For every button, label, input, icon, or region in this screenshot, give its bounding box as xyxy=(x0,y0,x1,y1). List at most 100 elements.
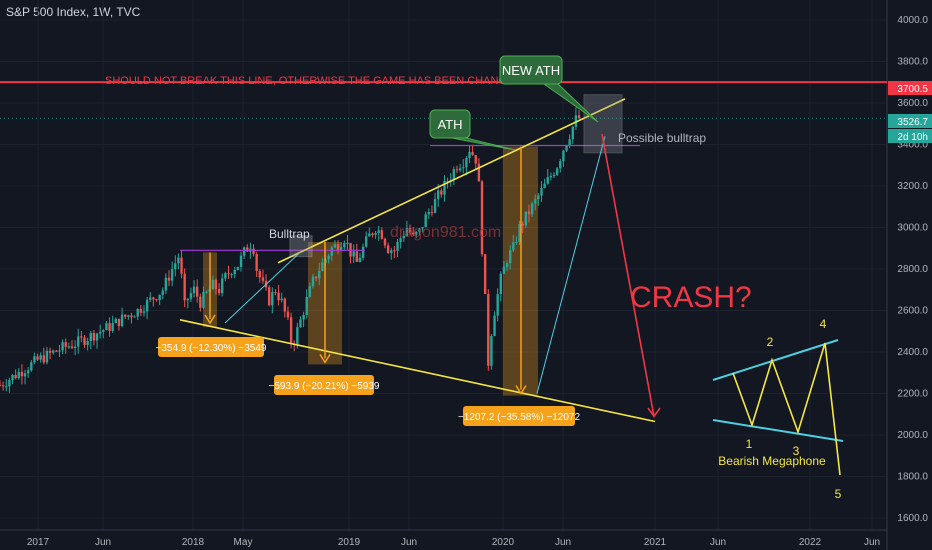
candle-body xyxy=(170,269,174,281)
bulltrap-box xyxy=(289,235,313,258)
candle-body xyxy=(199,296,202,308)
candle-body xyxy=(246,247,249,252)
candle-body xyxy=(286,311,290,318)
candle-body xyxy=(577,115,581,119)
candle-body xyxy=(239,255,243,267)
candle-body xyxy=(224,273,227,279)
candle-body xyxy=(152,297,155,300)
candle-body xyxy=(48,350,52,353)
price-tag-bg xyxy=(888,114,932,128)
candle-body xyxy=(0,385,2,387)
candle-body xyxy=(64,342,67,347)
possible-bulltrap-label: Possible bulltrap xyxy=(618,131,706,145)
candle-body xyxy=(164,277,168,291)
candle-body xyxy=(127,315,130,317)
candle-body xyxy=(95,333,99,341)
candle-body xyxy=(474,155,477,164)
candle-body xyxy=(114,318,118,324)
candle-body xyxy=(365,236,368,247)
wave-label-2: 2 xyxy=(767,335,774,349)
new-ath-callout-pointer xyxy=(543,83,599,123)
candle-body xyxy=(490,335,493,366)
ath-callout-pointer xyxy=(451,137,516,151)
price-tag: 3700.5 xyxy=(897,84,928,95)
candle-body xyxy=(11,374,14,381)
x-tick-label: 2022 xyxy=(799,537,822,548)
x-tick-label: 2017 xyxy=(27,537,50,548)
candle-body xyxy=(133,316,136,318)
candle-body xyxy=(465,158,468,168)
candle-body xyxy=(33,356,36,363)
drawdown-label-3: −1207.2 (−35.58%) −12072 xyxy=(458,412,580,423)
candle-body xyxy=(305,296,308,315)
candle-body xyxy=(458,168,462,171)
candle-body xyxy=(333,244,337,248)
candle-body xyxy=(5,386,8,388)
x-tick-label: May xyxy=(234,537,253,548)
candle-body xyxy=(543,183,546,189)
candle-body xyxy=(524,211,528,226)
candle-body xyxy=(192,286,196,294)
y-tick-label: 3200.0 xyxy=(897,181,928,192)
candle-body xyxy=(167,277,171,281)
watermark: dragon981.com xyxy=(390,224,501,241)
candle-body xyxy=(23,373,27,377)
candle-body xyxy=(67,346,71,348)
candle-body xyxy=(86,341,89,345)
candle-body xyxy=(92,332,96,341)
candle-body xyxy=(521,223,524,226)
candle-body xyxy=(518,223,521,242)
bulltrap-label: Bulltrap xyxy=(269,227,310,241)
candle-body xyxy=(252,248,255,255)
candle-body xyxy=(26,370,30,374)
candle-body xyxy=(14,374,17,379)
candle-body xyxy=(352,251,355,257)
x-tick-label: Jun xyxy=(555,537,571,548)
candle-body xyxy=(355,251,359,262)
candle-body xyxy=(339,247,343,251)
y-tick-label: 2000.0 xyxy=(897,430,928,441)
candle-body xyxy=(455,169,459,171)
candle-body xyxy=(443,180,446,195)
candle-body xyxy=(386,245,390,254)
candle-body xyxy=(430,211,434,213)
candle-body xyxy=(336,244,340,251)
x-tick-label: Jun xyxy=(710,537,726,548)
candle-body xyxy=(408,227,412,233)
candle-body xyxy=(499,273,502,295)
x-tick-label: 2021 xyxy=(644,537,667,548)
candle-body xyxy=(195,286,199,297)
candle-body xyxy=(471,151,474,156)
crash-arrow xyxy=(601,133,655,417)
candle-body xyxy=(202,291,205,308)
candle-body xyxy=(183,273,186,301)
candle-body xyxy=(380,230,384,239)
ath-callout: ATH xyxy=(437,117,462,132)
y-tick-label: 3600.0 xyxy=(897,98,928,109)
candle-body xyxy=(214,279,218,290)
candle-body xyxy=(574,115,578,127)
candle-body xyxy=(30,362,33,371)
candle-body xyxy=(437,190,440,200)
candle-body xyxy=(308,286,312,297)
megaphone-waves xyxy=(732,342,841,476)
candle-body xyxy=(314,276,318,279)
candle-body xyxy=(477,163,481,182)
candle-body xyxy=(502,266,506,274)
candle-body xyxy=(111,323,114,331)
candle-body xyxy=(242,247,246,256)
candle-body xyxy=(139,308,143,313)
megaphone-label: Bearish Megaphone xyxy=(718,454,826,468)
candle-body xyxy=(89,332,92,342)
crash-label: CRASH? xyxy=(630,281,752,314)
candle-body xyxy=(468,151,471,159)
y-tick-label: 2400.0 xyxy=(897,347,928,358)
candle-body xyxy=(405,227,409,236)
new-ath-box xyxy=(583,94,623,154)
candle-body xyxy=(540,188,543,196)
candle-body xyxy=(493,315,496,336)
candle-body xyxy=(105,323,108,331)
y-tick-label: 1600.0 xyxy=(897,513,928,524)
candle-body xyxy=(177,257,180,264)
